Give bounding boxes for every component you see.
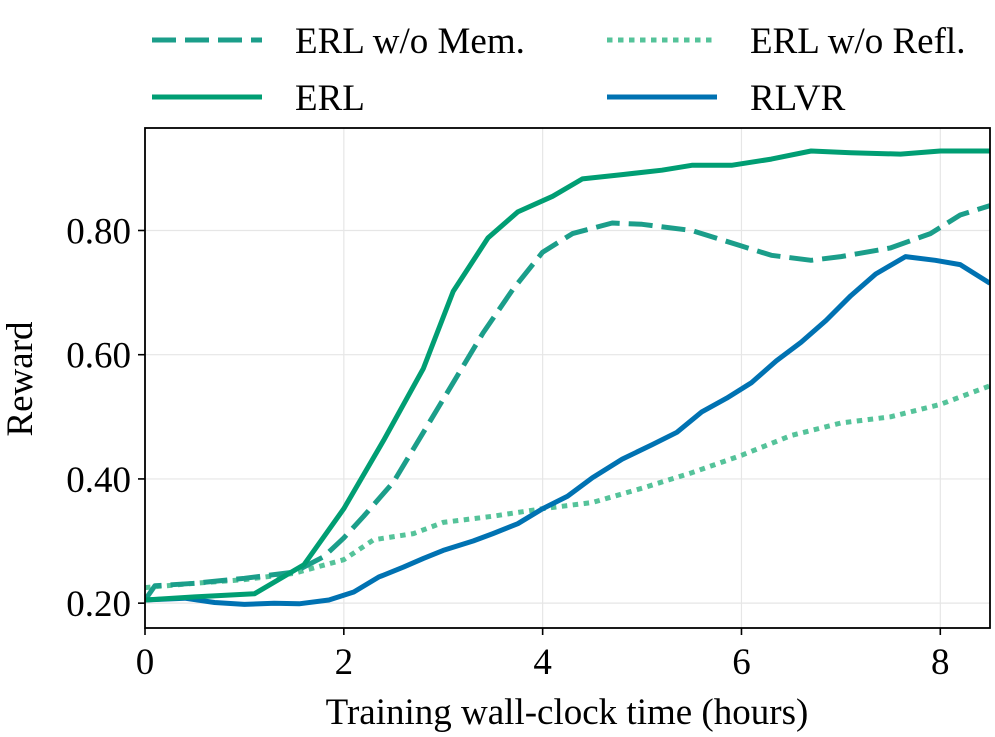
x-tick-label: 6 xyxy=(732,642,751,683)
y-tick-label: 0.60 xyxy=(66,336,131,377)
grid-layer xyxy=(144,128,990,628)
legend-label-erl: ERL xyxy=(295,78,365,119)
x-axis-ticks: 0 2 4 6 8 xyxy=(136,628,950,683)
x-axis-title: Training wall-clock time (hours) xyxy=(326,692,809,733)
x-tick-label: 4 xyxy=(533,642,552,683)
series-line-erl-w-o-mem xyxy=(145,203,990,602)
series-layer xyxy=(145,148,990,607)
legend-label-erl-w-o-mem: ERL w/o Mem. xyxy=(295,21,525,62)
y-tick-label: 0.40 xyxy=(66,460,131,501)
y-tick-label: 0.20 xyxy=(66,584,131,625)
legend-label-erl-w-o-refl: ERL w/o Refl. xyxy=(750,21,965,62)
y-tick-label: 0.80 xyxy=(66,211,131,252)
legend: ERL w/o Mem. ERL w/o Refl. ERL RLVR xyxy=(152,21,965,119)
x-tick-label: 8 xyxy=(931,642,950,683)
y-axis-title: Reward xyxy=(0,321,41,437)
series-line-erl-w-o-refl xyxy=(145,383,990,591)
y-axis-ticks: 0.20 0.40 0.60 0.80 xyxy=(66,211,145,625)
plot-frame xyxy=(144,127,991,629)
legend-label-rlvr: RLVR xyxy=(750,78,846,119)
x-tick-label: 0 xyxy=(136,642,155,683)
x-tick-label: 2 xyxy=(335,642,354,683)
series-line-erl xyxy=(145,148,990,603)
series-line-rlvr xyxy=(145,254,990,607)
